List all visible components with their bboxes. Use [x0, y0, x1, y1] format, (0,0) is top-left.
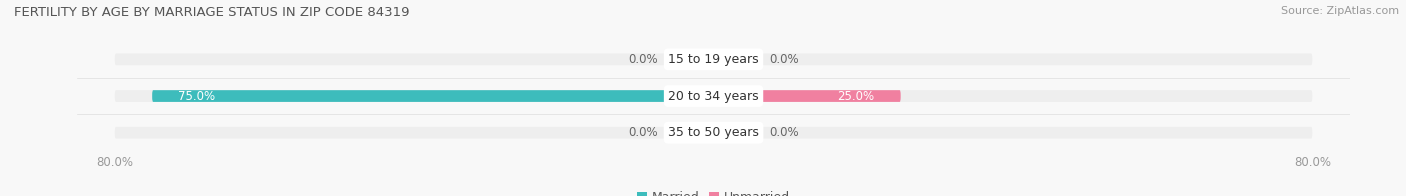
Text: 25.0%: 25.0% — [838, 90, 875, 103]
FancyBboxPatch shape — [152, 90, 703, 102]
Text: 35 to 50 years: 35 to 50 years — [668, 126, 759, 139]
FancyBboxPatch shape — [115, 90, 1312, 102]
Text: 0.0%: 0.0% — [628, 53, 658, 66]
FancyBboxPatch shape — [115, 127, 1312, 139]
FancyBboxPatch shape — [665, 54, 703, 65]
FancyBboxPatch shape — [665, 127, 703, 139]
Text: Source: ZipAtlas.com: Source: ZipAtlas.com — [1281, 6, 1399, 16]
Text: FERTILITY BY AGE BY MARRIAGE STATUS IN ZIP CODE 84319: FERTILITY BY AGE BY MARRIAGE STATUS IN Z… — [14, 6, 409, 19]
Text: 20 to 34 years: 20 to 34 years — [668, 90, 759, 103]
FancyBboxPatch shape — [724, 54, 762, 65]
FancyBboxPatch shape — [115, 54, 1312, 65]
Text: 0.0%: 0.0% — [628, 126, 658, 139]
Text: 0.0%: 0.0% — [769, 126, 799, 139]
Text: 0.0%: 0.0% — [769, 53, 799, 66]
Text: 15 to 19 years: 15 to 19 years — [668, 53, 759, 66]
Text: 75.0%: 75.0% — [179, 90, 215, 103]
FancyBboxPatch shape — [724, 127, 762, 139]
FancyBboxPatch shape — [724, 90, 901, 102]
Legend: Married, Unmarried: Married, Unmarried — [631, 186, 796, 196]
